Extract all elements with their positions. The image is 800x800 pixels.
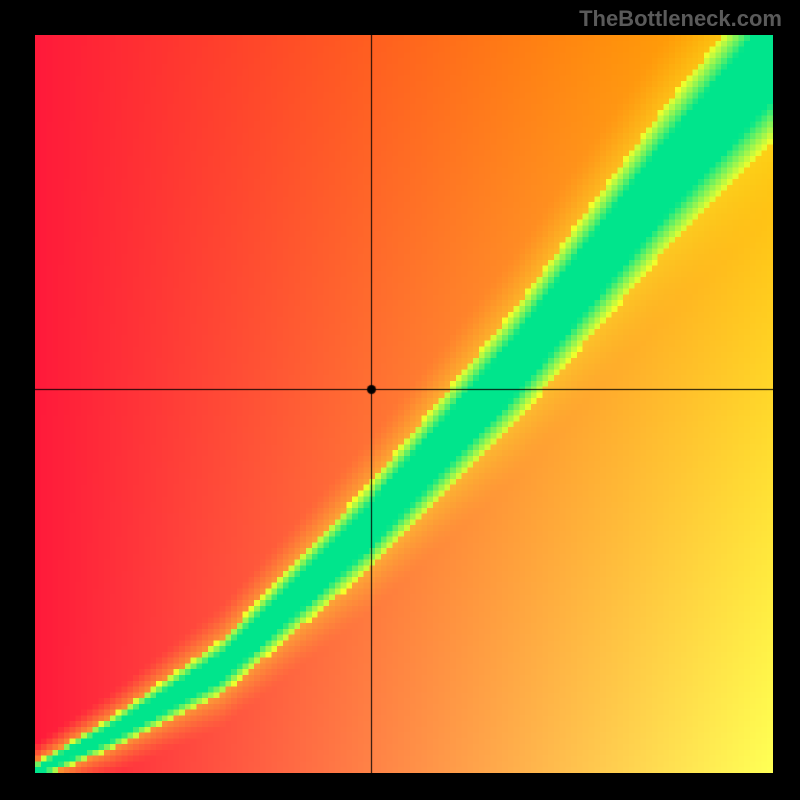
watermark-text: TheBottleneck.com (579, 6, 782, 32)
crosshair-overlay (35, 35, 773, 773)
page-container: TheBottleneck.com (0, 0, 800, 800)
